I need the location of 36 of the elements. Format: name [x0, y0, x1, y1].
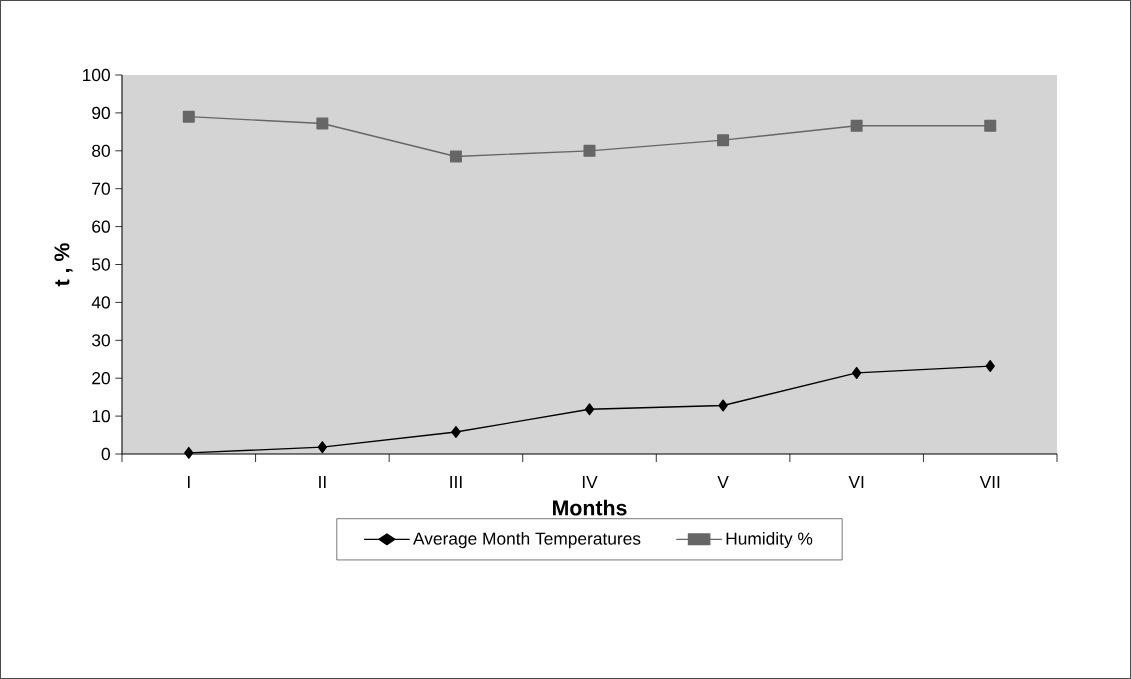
point	[182, 110, 195, 123]
point	[984, 119, 997, 132]
point	[317, 441, 328, 454]
point	[717, 134, 730, 147]
y-tick-label: 50	[92, 258, 110, 271]
legend-label: Average Month Temperatures	[413, 532, 641, 549]
point	[985, 360, 995, 373]
y-tick-label: 20	[92, 372, 110, 385]
y-axis-title: t , %	[54, 243, 73, 287]
point	[316, 117, 329, 130]
x-tick-label: IV	[582, 476, 598, 488]
x-axis-title: Months	[553, 499, 627, 516]
y-tick-label: 90	[92, 106, 110, 120]
point	[850, 119, 863, 132]
y-tick-label: 10	[92, 409, 110, 423]
point	[718, 399, 728, 412]
x-tick-label: VII	[979, 476, 1000, 488]
y-tick-label: 30	[92, 334, 110, 347]
x-tick-label: VI	[848, 476, 864, 488]
y-tick-label: 60	[92, 220, 110, 233]
y-tick-label: 70	[92, 182, 110, 195]
y-tick-label: 100	[83, 68, 110, 82]
y-tick-label: 0	[101, 447, 110, 461]
point	[184, 446, 194, 459]
point	[584, 403, 595, 416]
x-tick-label: II	[319, 476, 326, 488]
point	[851, 366, 862, 379]
x-tick-label: V	[717, 476, 729, 488]
x-tick-label: I	[187, 476, 190, 488]
point	[451, 426, 461, 439]
y-tick-label: 80	[92, 144, 110, 157]
x-tick-label: III	[450, 476, 462, 488]
point	[583, 144, 596, 157]
point	[449, 150, 462, 163]
legend-label: Humidity %	[726, 532, 813, 549]
y-tick-label: 40	[91, 296, 110, 309]
